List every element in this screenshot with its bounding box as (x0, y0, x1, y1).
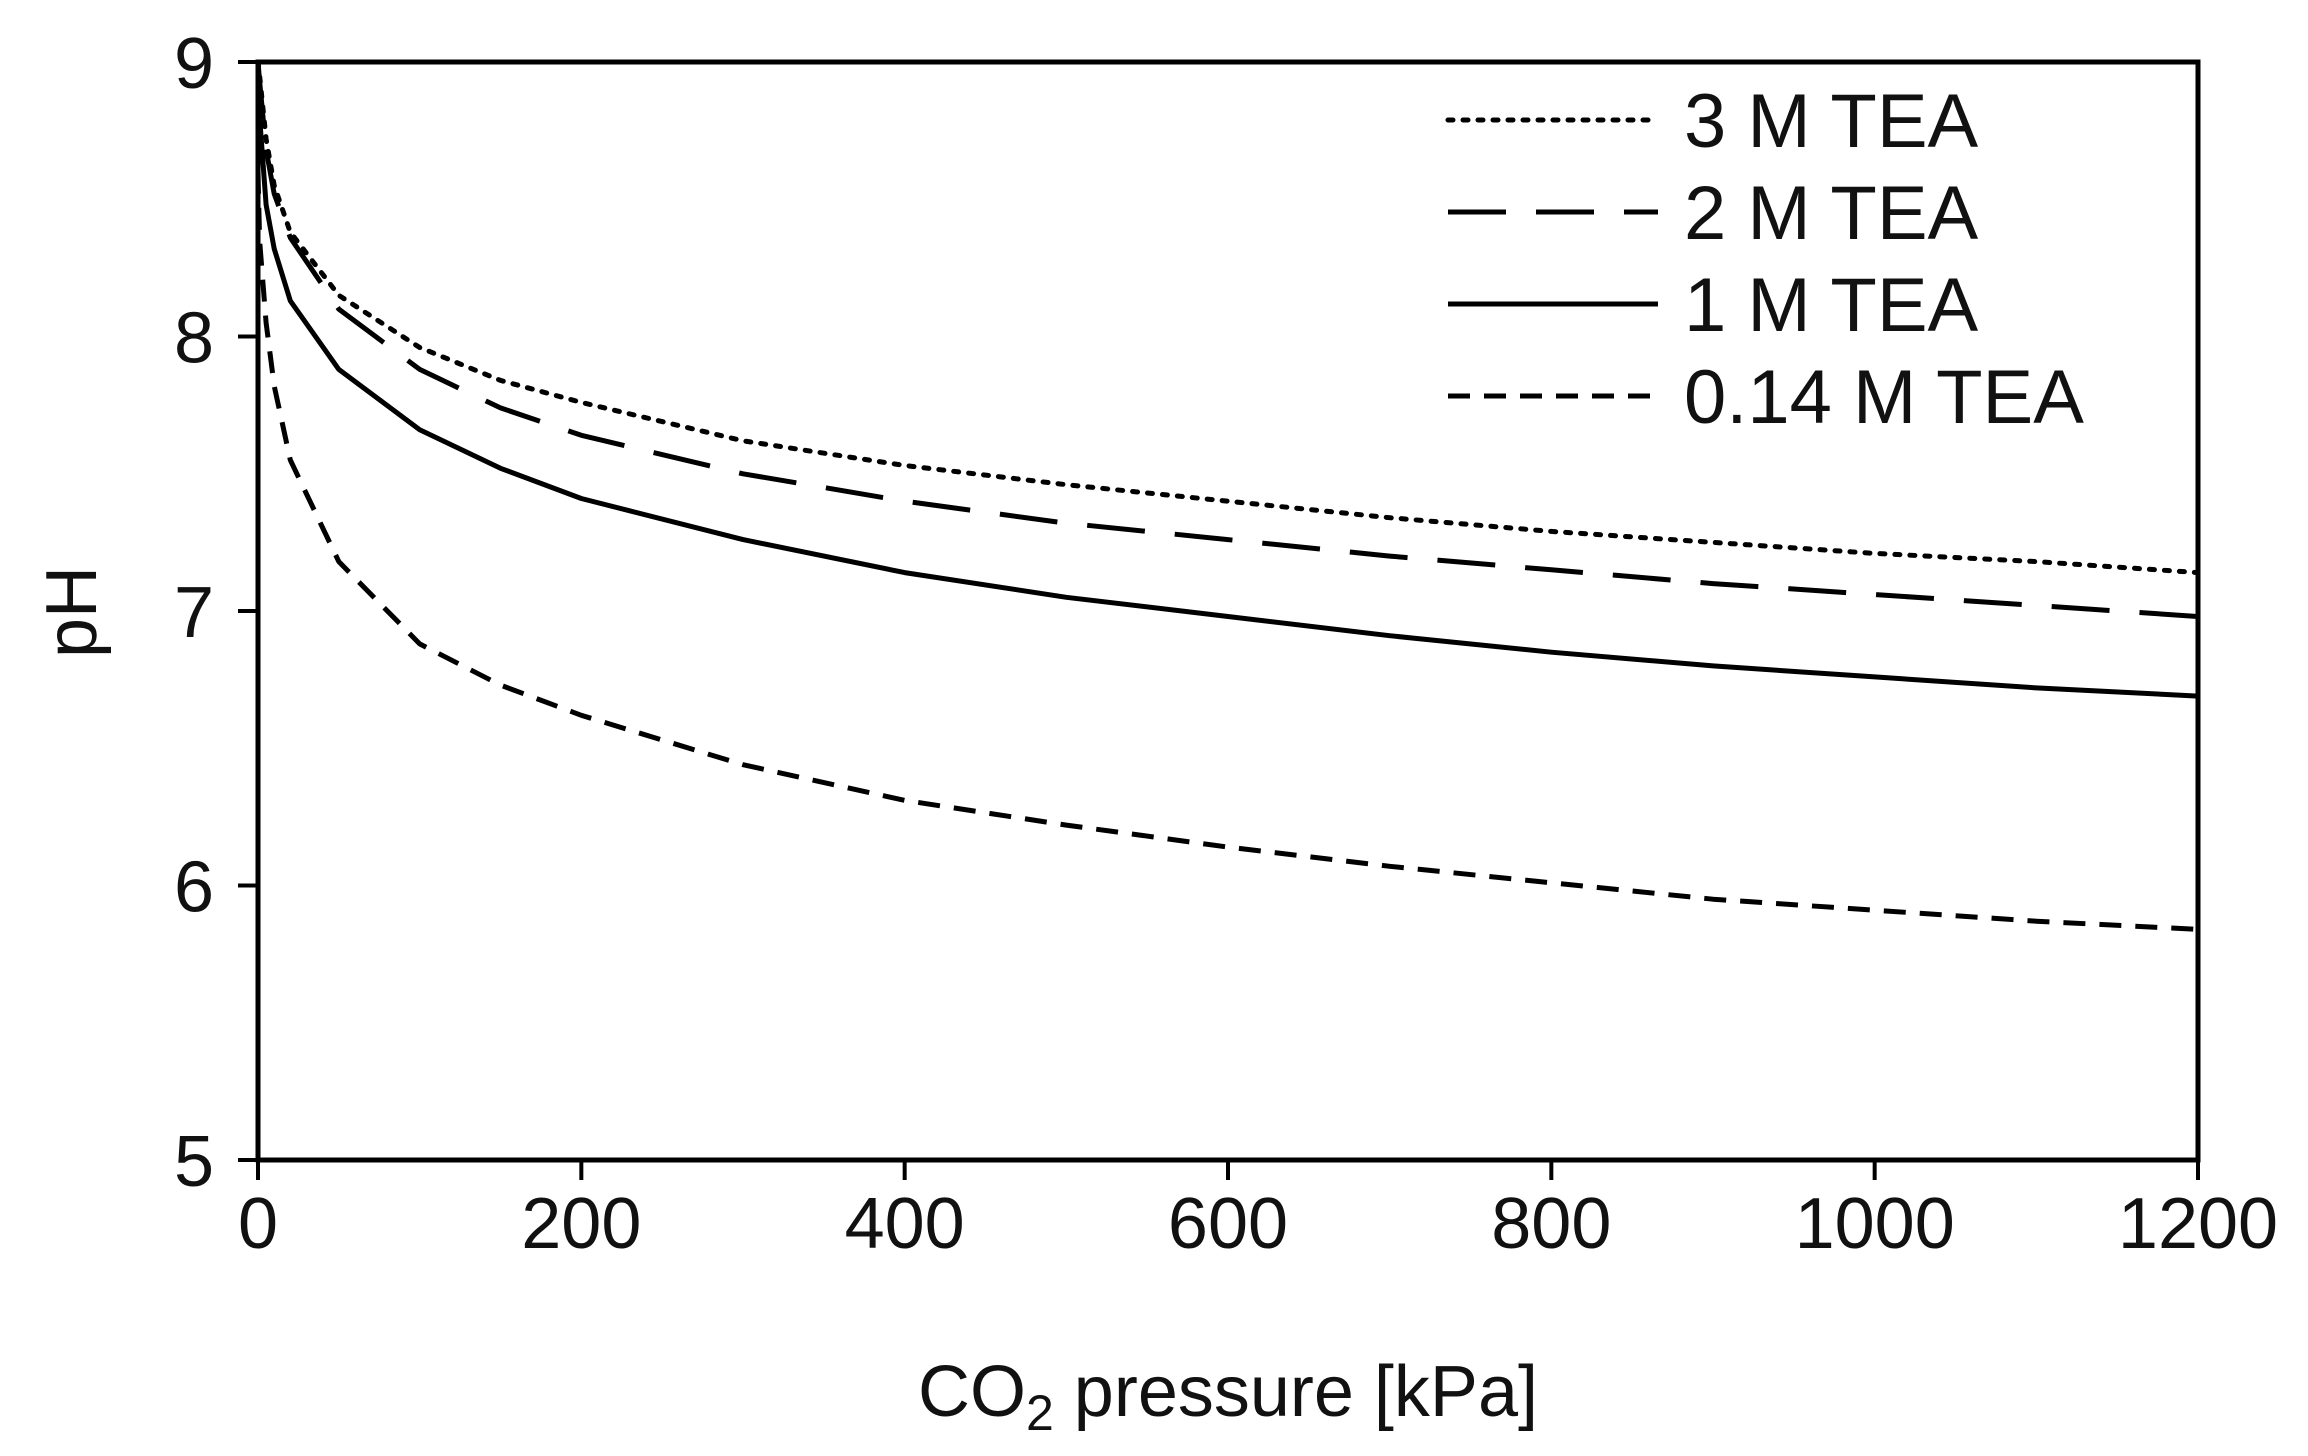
y-tick-label: 5 (174, 1122, 214, 1202)
series-line-0-14-m-tea (255, 171, 2199, 932)
x-axis: 0 200 400 600 800 1000 1200 (238, 1160, 2278, 1264)
legend-label: 3 M TEA (1684, 79, 1979, 164)
x-tick-label: 600 (1168, 1184, 1288, 1264)
legend-label: 1 M TEA (1684, 263, 1979, 348)
series-line-2-m-tea (255, 61, 2199, 619)
y-axis: 5 6 7 8 9 (174, 24, 258, 1202)
y-tick-label: 8 (174, 299, 214, 379)
y-tick-label: 6 (174, 848, 214, 928)
y-tick-label: 7 (174, 573, 214, 653)
series-layer (255, 59, 2201, 932)
x-axis-title-subscript: 2 (1026, 1385, 1054, 1441)
x-axis-title-suffix: pressure [kPa] (1054, 1352, 1538, 1432)
legend-label: 2 M TEA (1684, 171, 1979, 256)
x-tick-label: 200 (521, 1184, 641, 1264)
x-tick-label: 0 (238, 1184, 278, 1264)
x-tick-label: 400 (845, 1184, 965, 1264)
x-axis-title: CO2 pressure [kPa] (918, 1352, 1538, 1441)
y-axis-title: pH (32, 566, 112, 658)
y-tick-label: 9 (174, 24, 214, 104)
x-tick-label: 1000 (1795, 1184, 1955, 1264)
x-tick-label: 1200 (2118, 1184, 2278, 1264)
legend-label: 0.14 M TEA (1684, 355, 2084, 440)
series-line-1-m-tea (255, 61, 2199, 699)
x-axis-title-prefix: CO (918, 1352, 1026, 1432)
x-tick-label: 800 (1491, 1184, 1611, 1264)
